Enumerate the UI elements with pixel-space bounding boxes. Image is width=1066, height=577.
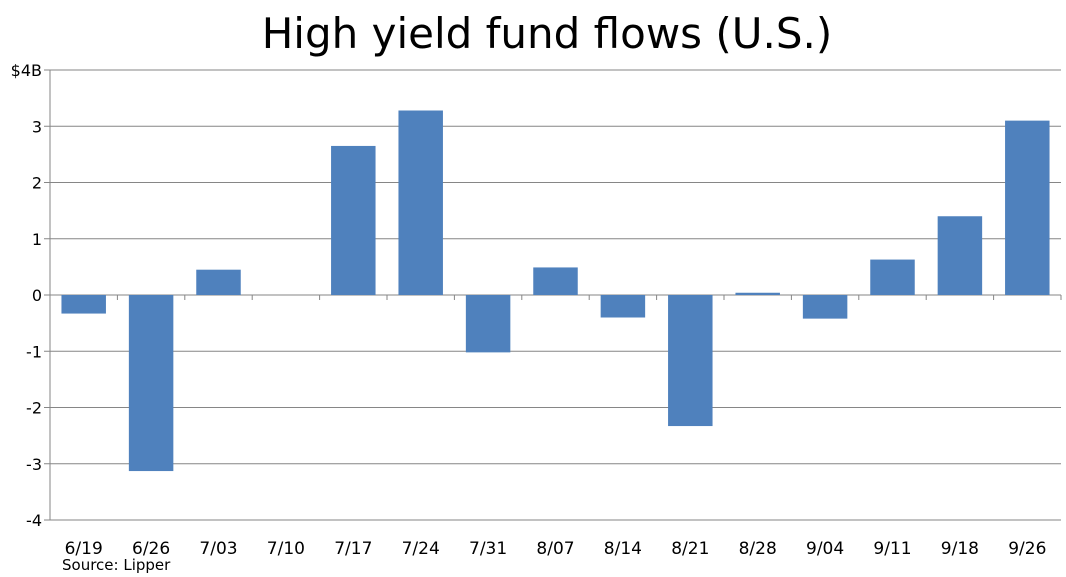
y-tick-label: 2 xyxy=(32,174,42,193)
bar-6-19 xyxy=(61,295,106,314)
bar-6-26 xyxy=(128,295,174,472)
bar-8-14 xyxy=(600,295,646,318)
y-tick-label: -4 xyxy=(26,511,42,530)
y-axis: $4B 3 2 1 0 -1 -2 -3 -4 xyxy=(11,61,51,530)
y-tick-label: -1 xyxy=(26,342,42,361)
chart-title: High yield fund flows (U.S.) xyxy=(262,9,833,58)
x-tick-label: 8/21 xyxy=(671,539,709,559)
x-tick-label: 7/31 xyxy=(469,539,507,559)
y-tick-label: 1 xyxy=(32,230,42,249)
x-tick-label: 9/26 xyxy=(1008,539,1046,559)
x-tick-label: 7/24 xyxy=(402,539,440,559)
bar-9-04 xyxy=(802,295,848,319)
x-tick-label: 9/04 xyxy=(806,539,844,559)
source-note: Source: Lipper xyxy=(62,556,171,574)
x-axis: 6/19 6/26 7/03 7/10 7/17 7/24 7/31 8/07 8/14 8/21… xyxy=(49,295,1062,559)
x-tick-label: 6/26 xyxy=(132,539,170,559)
bar-8-07 xyxy=(533,267,578,295)
x-tick-label: 8/28 xyxy=(739,539,777,559)
bar-8-21 xyxy=(668,295,713,427)
x-tick-label: 6/19 xyxy=(65,539,103,559)
x-tick-label: 9/11 xyxy=(873,539,911,559)
bar-7-03 xyxy=(196,269,241,295)
x-tick-label: 8/07 xyxy=(536,539,574,559)
x-tick-label: 7/03 xyxy=(199,539,237,559)
x-tick-label: 7/17 xyxy=(334,539,372,559)
bar-9-26 xyxy=(1005,120,1050,295)
bar-9-11 xyxy=(870,259,915,295)
x-tick-label: 8/14 xyxy=(604,539,642,559)
bar-7-24 xyxy=(398,110,443,295)
bar-8-28 xyxy=(735,292,780,295)
bar-7-31 xyxy=(465,295,511,353)
bar-7-17 xyxy=(331,145,376,295)
x-tick-label: 9/18 xyxy=(941,539,979,559)
y-tick-label: 3 xyxy=(32,117,42,136)
bar-9-18 xyxy=(937,216,983,295)
y-tick-label: -2 xyxy=(26,399,42,418)
y-tick-label: $4B xyxy=(11,61,42,80)
y-tick-label: 0 xyxy=(32,286,42,305)
bars xyxy=(61,110,1050,472)
y-tick-label: -3 xyxy=(26,455,42,474)
x-tick-label: 7/10 xyxy=(267,539,305,559)
